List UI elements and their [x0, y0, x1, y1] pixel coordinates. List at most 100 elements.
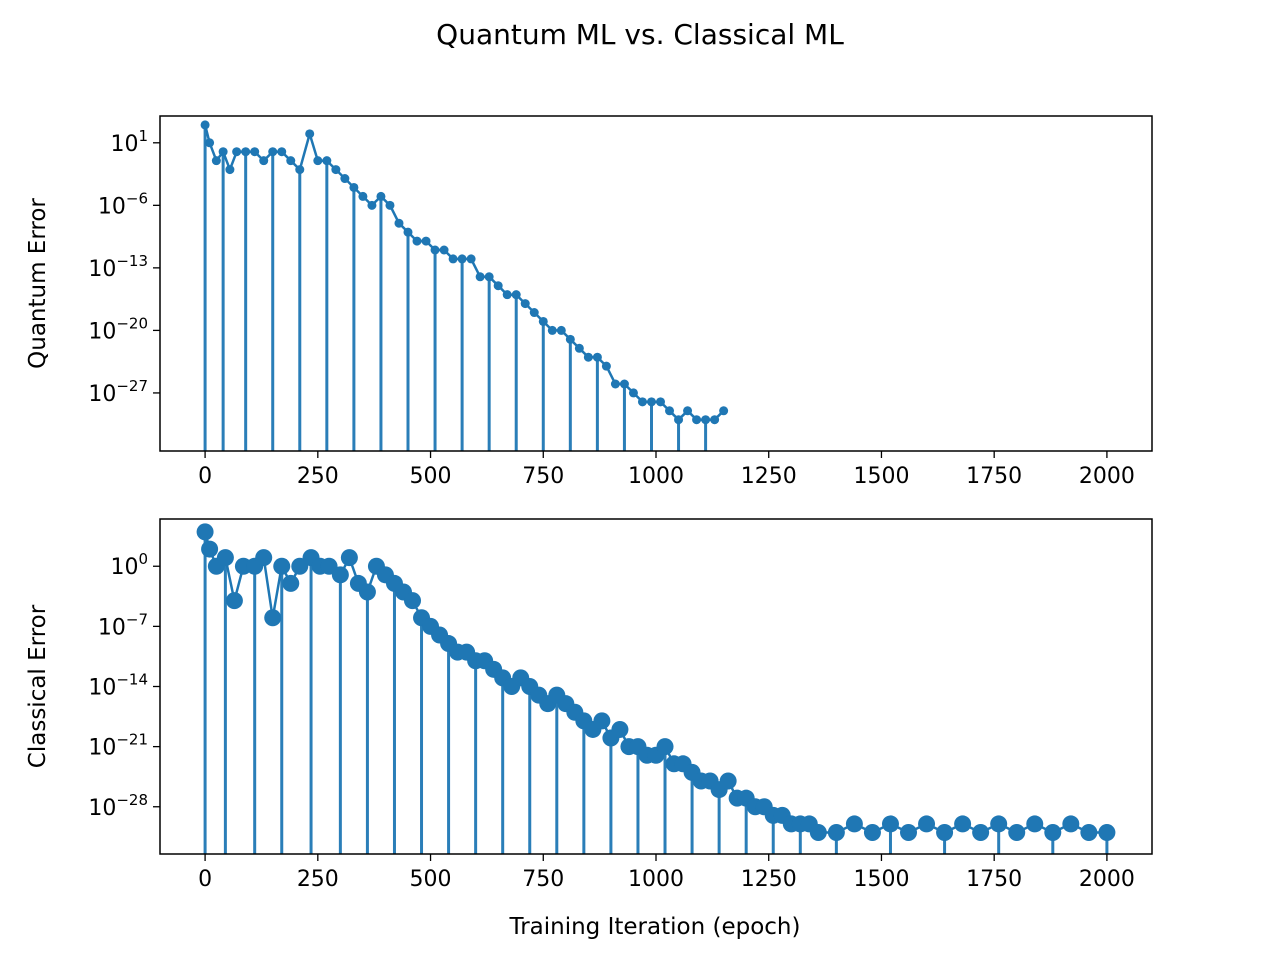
- quantum-data-point: [394, 218, 404, 228]
- quantum-data-point: [232, 147, 242, 157]
- quantum-x-tick-label: 2000: [1079, 464, 1135, 489]
- quantum-data-point: [412, 236, 422, 246]
- quantum-data-point: [305, 129, 315, 139]
- quantum-data-point: [268, 147, 278, 157]
- quantum-data-point: [637, 397, 647, 407]
- quantum-x-tick-label: 1500: [853, 464, 909, 489]
- quantum-data-point: [211, 156, 221, 166]
- quantum-x-tick-label: 750: [522, 464, 564, 489]
- quantum-data-point: [565, 334, 575, 344]
- classical-data-point: [340, 549, 358, 567]
- quantum-data-point: [665, 406, 675, 416]
- quantum-data-point: [205, 138, 215, 148]
- classical-data-point: [656, 738, 674, 756]
- classical-data-point: [809, 824, 827, 842]
- quantum-y-tick-label: 10−27: [88, 377, 148, 407]
- classical-data-point: [1098, 824, 1116, 842]
- quantum-data-point: [331, 165, 341, 175]
- classical-data-point: [358, 583, 376, 601]
- classical-data-point: [863, 824, 881, 842]
- classical-data-point: [881, 815, 899, 833]
- classical-y-tick-label: 10−28: [88, 791, 148, 821]
- classical-data-point: [196, 523, 214, 541]
- quantum-data-point: [484, 272, 494, 282]
- quantum-data-point: [439, 245, 449, 255]
- quantum-data-point: [376, 191, 386, 201]
- quantum-data-point: [701, 415, 711, 425]
- quantum-data-point: [538, 316, 548, 326]
- quantum-data-point: [601, 361, 611, 371]
- classical-data-point: [1080, 824, 1098, 842]
- classical-x-tick-label: 1000: [628, 867, 684, 892]
- classical-x-tick-label: 1750: [966, 867, 1022, 892]
- classical-data-point: [990, 815, 1008, 833]
- classical-error-panel: 0 250 500 750 1000 1250 1500 1750 2000 100 10−7 10−…: [25, 518, 1153, 892]
- classical-data-point: [1026, 815, 1044, 833]
- quantum-data-point: [448, 254, 458, 264]
- classical-data-point: [1062, 815, 1080, 833]
- quantum-data-point: [610, 379, 620, 389]
- classical-data-point: [936, 824, 954, 842]
- classical-data-point: [264, 609, 282, 627]
- quantum-x-tick-label: 500: [410, 464, 452, 489]
- x-axis-label: Training Iteration (epoch): [509, 914, 801, 940]
- classical-data-point: [972, 824, 990, 842]
- quantum-y-tick-label: 10−20: [88, 314, 148, 344]
- classical-y-tick-label: 10−7: [98, 610, 148, 640]
- quantum-x-tick-label: 1000: [628, 464, 684, 489]
- quantum-data-point: [466, 254, 476, 264]
- classical-data-point: [827, 824, 845, 842]
- classical-y-axis-label: Classical Error: [25, 604, 51, 768]
- quantum-series: [200, 120, 729, 451]
- classical-data-point: [900, 824, 918, 842]
- quantum-data-point: [520, 299, 530, 309]
- classical-data-point: [225, 592, 243, 610]
- classical-data-point: [282, 574, 300, 592]
- classical-x-tick-label: 250: [297, 867, 339, 892]
- quantum-data-point: [340, 174, 350, 184]
- classical-x-tick-label: 1250: [741, 867, 797, 892]
- quantum-data-point: [358, 191, 368, 201]
- quantum-data-point: [385, 200, 395, 210]
- classical-x-tick-label: 1500: [853, 867, 909, 892]
- classical-data-point: [255, 549, 273, 567]
- quantum-data-point: [628, 388, 638, 398]
- quantum-data-point: [322, 156, 332, 166]
- quantum-data-point: [592, 352, 602, 362]
- quantum-y-axis-label: Quantum Error: [25, 198, 51, 369]
- classical-data-point: [954, 815, 972, 833]
- quantum-data-point: [295, 165, 305, 175]
- quantum-data-point: [511, 290, 521, 300]
- quantum-x-tick-label: 1750: [966, 464, 1022, 489]
- classical-data-point: [273, 557, 291, 575]
- quantum-data-point: [556, 325, 566, 335]
- quantum-data-point: [656, 397, 666, 407]
- quantum-y-tick-label: 10−13: [88, 252, 148, 282]
- suptitle: Quantum ML vs. Classical ML: [436, 18, 844, 51]
- quantum-data-point: [502, 290, 512, 300]
- classical-data-point: [201, 540, 219, 558]
- quantum-x-tick-label: 0: [198, 464, 212, 489]
- classical-data-point: [1008, 824, 1026, 842]
- classical-series: [196, 523, 1116, 854]
- quantum-data-point: [313, 156, 323, 166]
- classical-data-point: [719, 772, 737, 790]
- quantum-data-point: [529, 308, 539, 318]
- quantum-y-tick-label: 101: [110, 127, 148, 157]
- classical-data-point: [404, 592, 422, 610]
- quantum-data-point: [349, 182, 359, 192]
- quantum-data-point: [277, 147, 287, 157]
- classical-data-point: [611, 720, 629, 738]
- quantum-data-point: [286, 156, 296, 166]
- quantum-data-point: [457, 254, 467, 264]
- classical-data-point: [593, 712, 611, 730]
- classical-x-tick-label: 0: [198, 867, 212, 892]
- classical-y-tick-label: 10−21: [88, 731, 148, 761]
- classical-y-tick-label: 10−14: [88, 671, 148, 701]
- quantum-data-point: [619, 379, 629, 389]
- quantum-x-tick-label: 1250: [741, 464, 797, 489]
- quantum-data-point: [547, 325, 557, 335]
- quantum-data-point: [493, 281, 503, 291]
- classical-data-point: [845, 815, 863, 833]
